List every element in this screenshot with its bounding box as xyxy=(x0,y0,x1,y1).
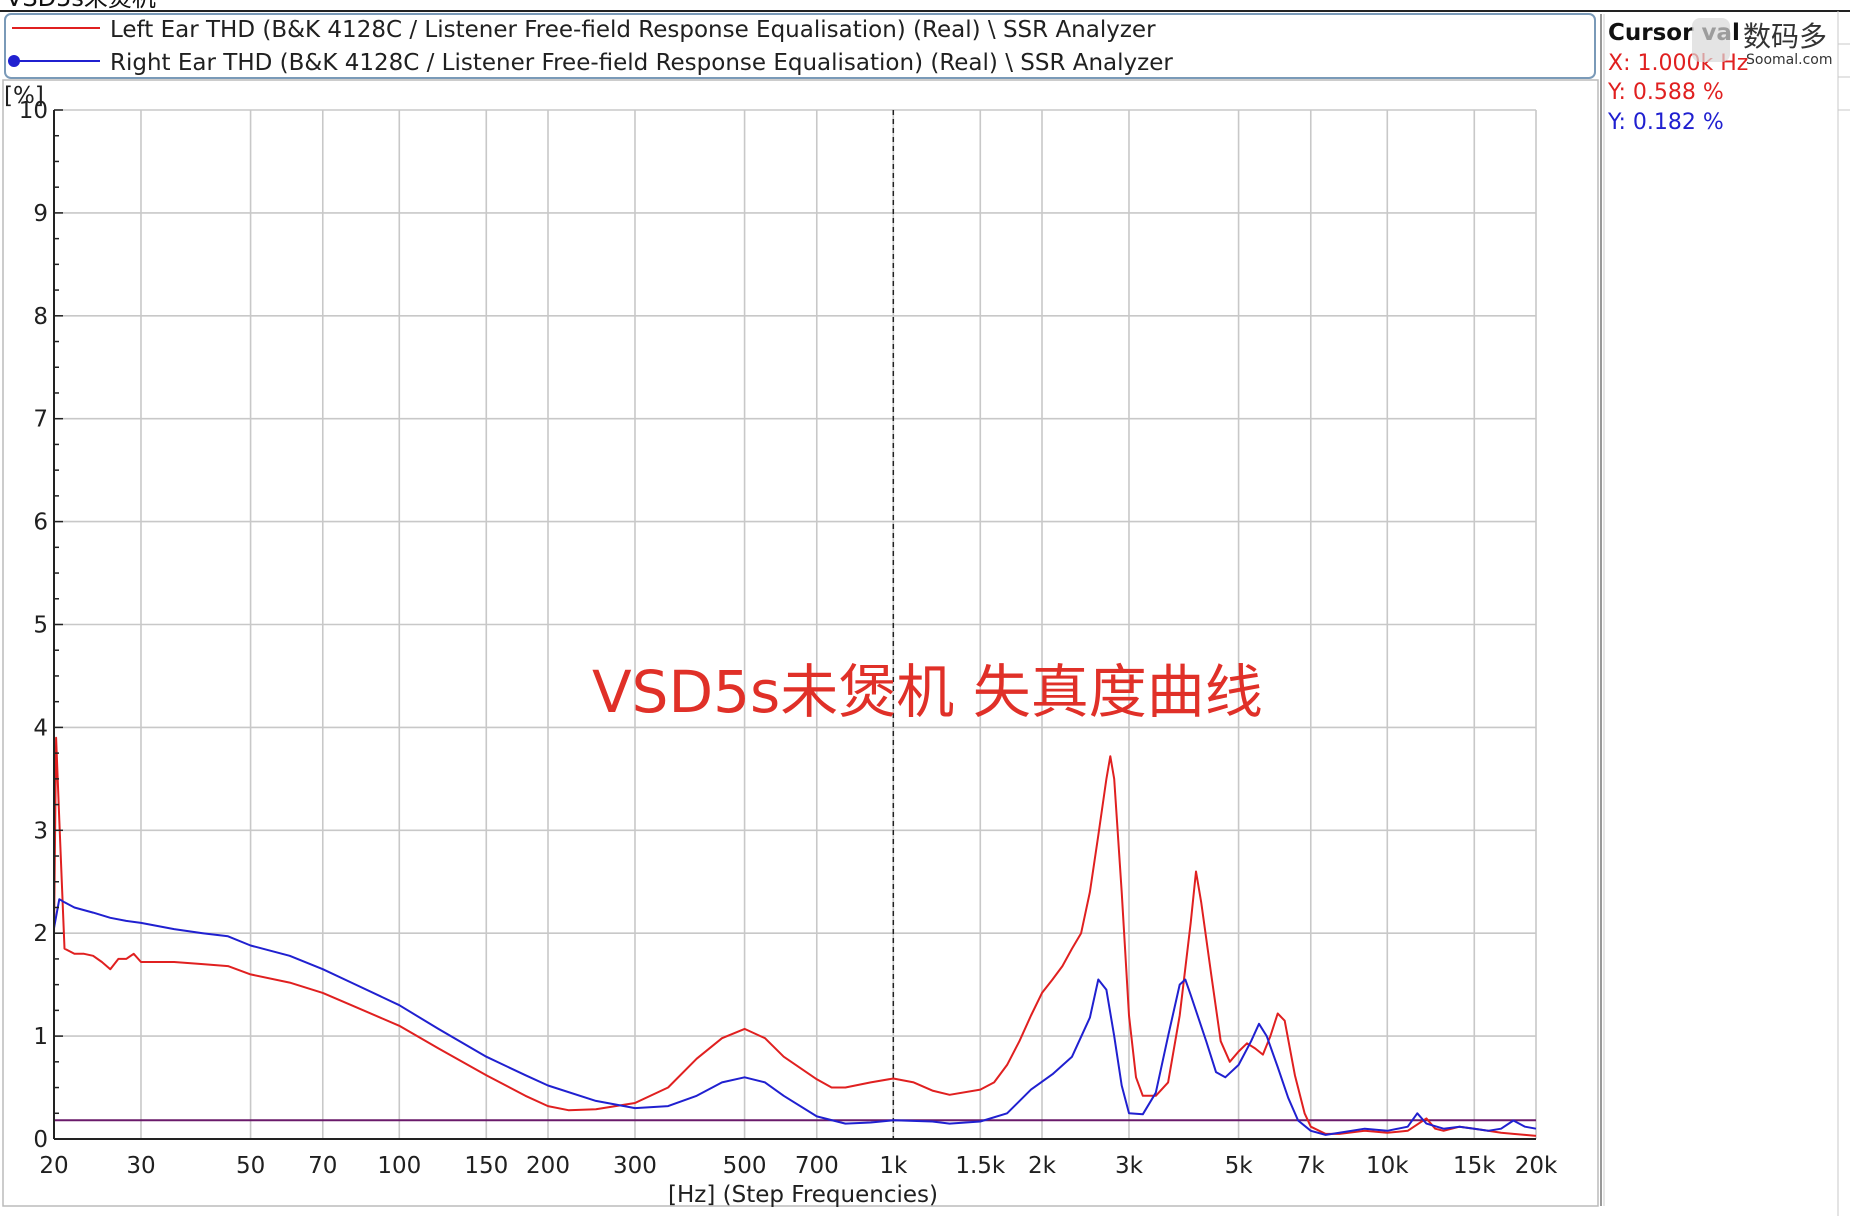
x-tick-label: 500 xyxy=(723,1153,767,1179)
x-tick-label: 10k xyxy=(1366,1153,1409,1179)
y-tick-label: 1 xyxy=(33,1024,48,1050)
x-tick-label: 150 xyxy=(464,1153,508,1179)
axes xyxy=(53,109,1536,1140)
y-tick-label: 8 xyxy=(33,304,48,330)
y-tick-label: 9 xyxy=(33,201,48,227)
x-tick-label: 100 xyxy=(377,1153,421,1179)
x-tick-label: 3k xyxy=(1115,1153,1144,1179)
cursor-y-left-readout: Y: 0.588 % xyxy=(1607,80,1724,105)
x-tick-label: 2k xyxy=(1028,1153,1057,1179)
x-tick-labels: 20 30 50 70 100 150 200 300 500 700 1k 1.5k 2k 3k 5k 7k… xyxy=(39,1153,1558,1179)
x-tick-label: 15k xyxy=(1453,1153,1496,1179)
y-tick-label: 6 xyxy=(33,510,48,536)
y-tick-label: 3 xyxy=(33,818,48,844)
x-axis-label: [Hz] (Step Frequencies) xyxy=(668,1182,938,1208)
x-tick-label: 300 xyxy=(613,1153,657,1179)
y-axis-label: [%] xyxy=(4,83,44,109)
x-tick-label: 7k xyxy=(1297,1153,1326,1179)
y-tick-label: 0 xyxy=(33,1127,48,1153)
y-tick-label: 2 xyxy=(33,921,48,947)
series-right-ear-line xyxy=(53,898,1537,1136)
series-group xyxy=(53,736,1537,1137)
plot-outer-frame xyxy=(2,79,1599,1207)
x-tick-label: 70 xyxy=(308,1153,337,1179)
cursor-y-right-readout: Y: 0.182 % xyxy=(1607,110,1724,135)
y-tick-label: 10 xyxy=(19,98,48,124)
x-tick-label: 20k xyxy=(1515,1153,1558,1179)
legend-box xyxy=(4,13,1596,79)
window-title-fragment: VSD5s未煲机 xyxy=(6,0,156,12)
watermark-sub: Soomal.com xyxy=(1746,52,1832,68)
x-tick-label: 200 xyxy=(526,1153,570,1179)
legend-right-marker-icon xyxy=(8,55,20,67)
plot-area: 20 30 50 70 100 150 200 300 500 700 1k 1.5k 2k 3k 5k 7k… xyxy=(19,98,1558,1179)
x-tick-label: 30 xyxy=(126,1153,155,1179)
series-left-ear-line xyxy=(53,736,1537,1137)
chart-annotation: VSD5s未煲机 失真度曲线 xyxy=(592,658,1263,726)
legend-right-label: Right Ear THD (B&K 4128C / Listener Free… xyxy=(110,50,1173,76)
x-tick-label: 1.5k xyxy=(955,1153,1006,1179)
y-tick-label: 5 xyxy=(33,613,48,639)
right-border-grid xyxy=(1837,11,1850,1216)
x-tick-label: 1k xyxy=(879,1153,908,1179)
legend-left-label: Left Ear THD (B&K 4128C / Listener Free-… xyxy=(110,17,1156,43)
y-tick-label: 7 xyxy=(33,407,48,433)
x-tick-label: 50 xyxy=(236,1153,265,1179)
watermark-text: 数码多 xyxy=(1743,20,1827,53)
x-tick-label: 700 xyxy=(795,1153,839,1179)
watermark-logo-icon xyxy=(1692,18,1730,62)
y-tick-labels: 0 1 2 3 4 5 6 7 8 9 10 xyxy=(19,98,48,1153)
x-tick-label: 20 xyxy=(39,1153,68,1179)
y-tick-label: 4 xyxy=(33,715,48,741)
x-tick-label: 5k xyxy=(1225,1153,1254,1179)
